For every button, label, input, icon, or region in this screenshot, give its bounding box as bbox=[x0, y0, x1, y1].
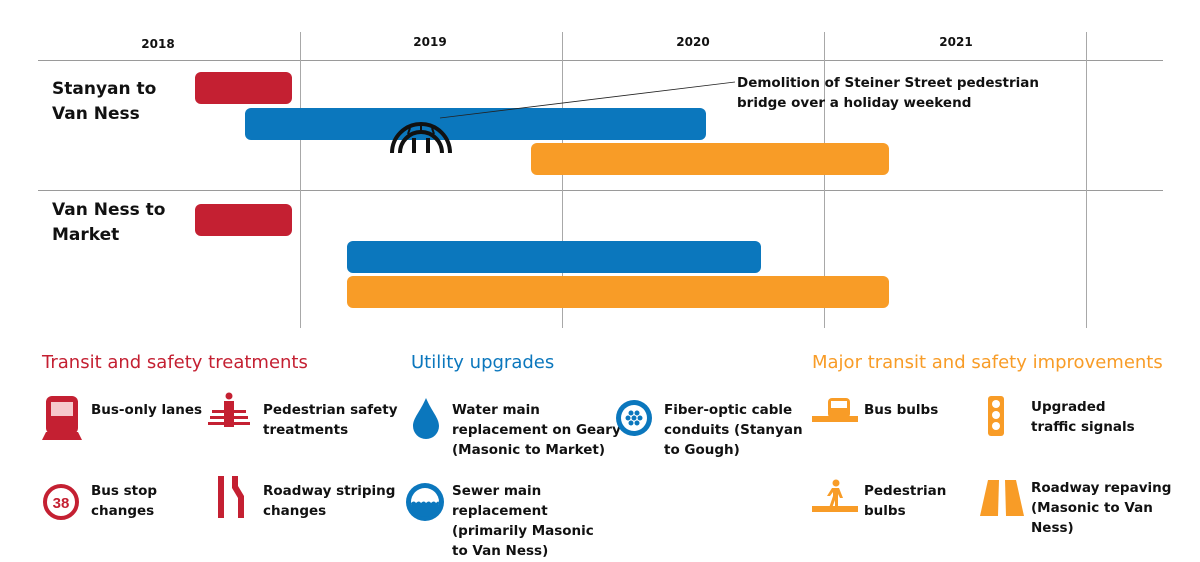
bridge-icon bbox=[390, 122, 452, 154]
pedestrian-crosswalk-icon bbox=[208, 392, 250, 427]
road-paving-icon bbox=[980, 480, 1024, 516]
lane-striping-icon bbox=[218, 476, 244, 518]
legend-item: Upgraded traffic signals bbox=[1031, 399, 1135, 435]
year-gridline bbox=[824, 32, 825, 328]
year-gridline bbox=[1086, 32, 1087, 328]
legend-item: Pedestrian bulbs bbox=[864, 483, 947, 519]
legend-item: Water main replacement on Geary (Masonic… bbox=[452, 402, 621, 458]
year-gridline bbox=[562, 32, 563, 328]
year-label: 2019 bbox=[413, 35, 447, 49]
year-label: 2020 bbox=[676, 35, 710, 49]
legend-heading-transit: Transit and safety treatments bbox=[42, 352, 308, 373]
legend-heading-utility: Utility upgrades bbox=[411, 352, 555, 373]
row-divider bbox=[38, 190, 1163, 191]
year-label: 2018 bbox=[141, 37, 175, 51]
pedestrian-bulb-icon bbox=[812, 479, 858, 512]
svg-text:38: 38 bbox=[53, 495, 70, 512]
sewer-icon bbox=[406, 483, 444, 521]
water-drop-icon bbox=[413, 398, 439, 439]
legend-item: Bus bulbs bbox=[864, 402, 939, 418]
traffic-signal-icon bbox=[988, 396, 1004, 436]
legend-item: Pedestrian safety treatments bbox=[263, 402, 398, 438]
year-label: 2021 bbox=[939, 35, 973, 49]
gantt-bar-major bbox=[347, 276, 890, 308]
row-label: Stanyan to Van Ness bbox=[52, 79, 157, 124]
annotation-layer bbox=[390, 81, 736, 154]
legend-item: Roadway striping changes bbox=[263, 483, 396, 519]
year-gridline bbox=[300, 32, 301, 328]
gantt-bar-major bbox=[530, 143, 890, 175]
gantt-bar-transit bbox=[195, 204, 293, 236]
gantt-bar-utility bbox=[347, 241, 762, 273]
legend-item: Fiber-optic cable conduits (Stanyan to G… bbox=[664, 402, 803, 458]
fiber-optic-icon bbox=[616, 400, 652, 436]
legend-heading-major: Major transit and safety improvements bbox=[812, 352, 1163, 373]
legend-item: Bus-only lanes bbox=[91, 402, 203, 418]
bus-bulb-icon bbox=[812, 398, 858, 422]
bus-stop-38-icon: 38 bbox=[43, 484, 79, 520]
bus-icon bbox=[42, 396, 82, 440]
header-divider bbox=[38, 60, 1163, 61]
annotation-leader-line bbox=[439, 81, 736, 119]
annotation-text: Demolition of Steiner Street pedestrian … bbox=[737, 75, 1039, 111]
legend-item: Sewer main replacement (primarily Masoni… bbox=[452, 483, 594, 559]
gantt-bar-transit bbox=[195, 72, 293, 104]
legend-item: Roadway repaving (Masonic to Van Ness) bbox=[1031, 480, 1172, 536]
legend-item: Bus stop changes bbox=[91, 483, 158, 519]
row-label: Van Ness to Market bbox=[52, 200, 166, 245]
